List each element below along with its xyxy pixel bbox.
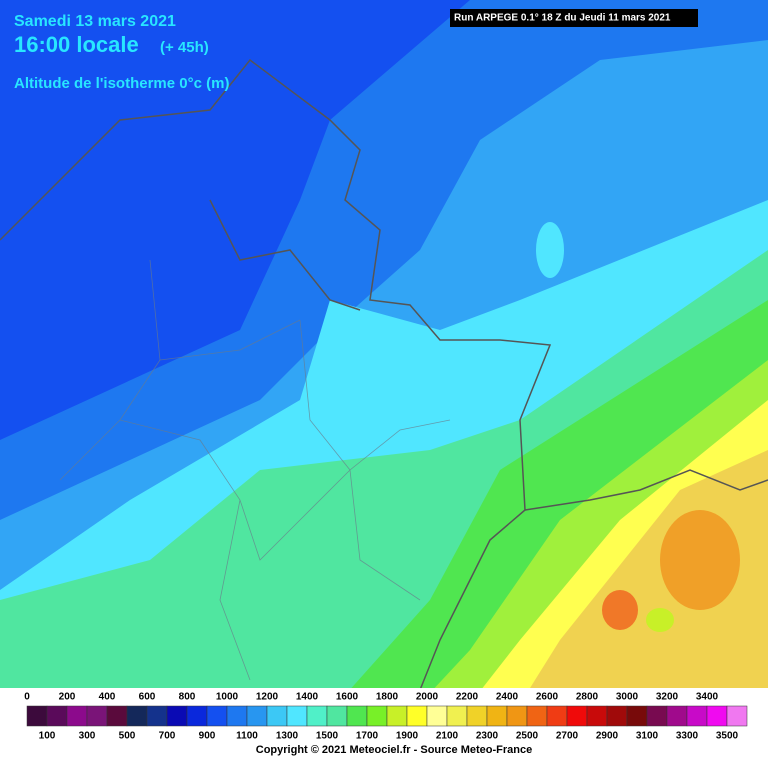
run: Run ARPEGE 0.1° 18 Z du Jeudi 11 mars 20…	[454, 13, 671, 24]
legend-label: 1900	[396, 731, 419, 742]
legend-swatch	[446, 705, 468, 727]
legend-label: 2100	[436, 731, 459, 742]
legend-swatch	[666, 705, 688, 727]
legend-swatch	[586, 705, 608, 727]
legend-label: 1500	[316, 731, 339, 742]
legend-label: 3000	[616, 692, 639, 703]
legend-swatch	[626, 705, 648, 727]
legend-swatch	[646, 705, 668, 727]
legend-label: 200	[59, 692, 76, 703]
legend-swatch	[686, 705, 708, 727]
legend-swatch	[226, 705, 248, 727]
legend-label: 1000	[216, 692, 239, 703]
legend-swatch	[66, 705, 88, 727]
legend-label: 400	[99, 692, 116, 703]
legend-label: 1300	[276, 731, 299, 742]
legend-swatch	[606, 705, 628, 727]
legend-label: 1200	[256, 692, 279, 703]
run-box	[450, 9, 698, 27]
legend-swatch	[706, 705, 728, 727]
legend-swatch	[466, 705, 488, 727]
border	[524, 469, 768, 511]
legend-label: 0	[24, 692, 30, 703]
legend-swatch	[486, 705, 508, 727]
blob	[536, 222, 564, 278]
legend-swatch	[46, 705, 68, 727]
legend-swatch	[266, 705, 288, 727]
legend-swatch	[506, 705, 528, 727]
blob	[602, 590, 638, 630]
time: 16:00 locale	[14, 32, 139, 57]
field: Altitude de l'isotherme 0°c (m)	[14, 75, 229, 92]
legend-label: 2400	[496, 692, 519, 703]
copyright: Copyright © 2021 Meteociel.fr - Source M…	[256, 744, 532, 756]
legend-label: 2800	[576, 692, 599, 703]
legend-label: 300	[79, 731, 96, 742]
legend-label: 3100	[636, 731, 659, 742]
date: Samedi 13 mars 2021	[14, 13, 176, 30]
legend-swatch	[126, 705, 148, 727]
legend-swatch	[426, 705, 448, 727]
legend-label: 3400	[696, 692, 719, 703]
legend-swatch	[346, 705, 368, 727]
legend-label: 1100	[236, 731, 258, 742]
legend-label: 2300	[476, 731, 499, 742]
legend-swatch	[206, 705, 228, 727]
legend-swatch	[106, 705, 128, 727]
legend-swatch	[366, 705, 388, 727]
region	[59, 259, 451, 681]
legend: 0 100 200 300 400 500 600 700 800 900 1000 1100 1200…	[24, 692, 748, 742]
legend-swatch	[286, 705, 308, 727]
blob	[660, 510, 740, 610]
lead: (+ 45h)	[160, 39, 209, 56]
legend-label: 700	[159, 731, 176, 742]
legend-swatch	[526, 705, 548, 727]
legend-label: 2700	[556, 731, 579, 742]
legend-swatch	[246, 705, 268, 727]
legend-label: 2600	[536, 692, 559, 703]
legend-swatch	[566, 705, 588, 727]
legend-label: 600	[139, 692, 156, 703]
legend-swatch	[186, 705, 208, 727]
legend-swatch	[306, 705, 328, 727]
legend-label: 2500	[516, 731, 539, 742]
legend-swatch	[146, 705, 168, 727]
legend-label: 3200	[656, 692, 679, 703]
legend-swatch	[386, 705, 408, 727]
legend-label: 1600	[336, 692, 359, 703]
legend-label: 2000	[416, 692, 439, 703]
legend-swatch	[406, 705, 428, 727]
legend-swatch	[166, 705, 188, 727]
legend-label: 900	[199, 731, 216, 742]
legend-label: 3500	[716, 731, 739, 742]
legend-label: 2200	[456, 692, 479, 703]
legend-swatch	[86, 705, 108, 727]
legend-label: 3300	[676, 731, 699, 742]
legend-label: 1800	[376, 692, 399, 703]
legend-label: 1700	[356, 731, 379, 742]
legend-label: 100	[39, 731, 56, 742]
legend-swatch	[546, 705, 568, 727]
legend-label: 1400	[296, 692, 319, 703]
legend-label: 800	[179, 692, 196, 703]
border	[329, 119, 552, 691]
border	[0, 58, 361, 311]
legend-swatch	[326, 705, 348, 727]
blob	[646, 608, 674, 632]
legend-label: 500	[119, 731, 136, 742]
legend-label: 2900	[596, 731, 619, 742]
legend-swatch	[726, 705, 748, 727]
legend-swatch	[26, 705, 48, 727]
legend-bg	[0, 688, 768, 768]
